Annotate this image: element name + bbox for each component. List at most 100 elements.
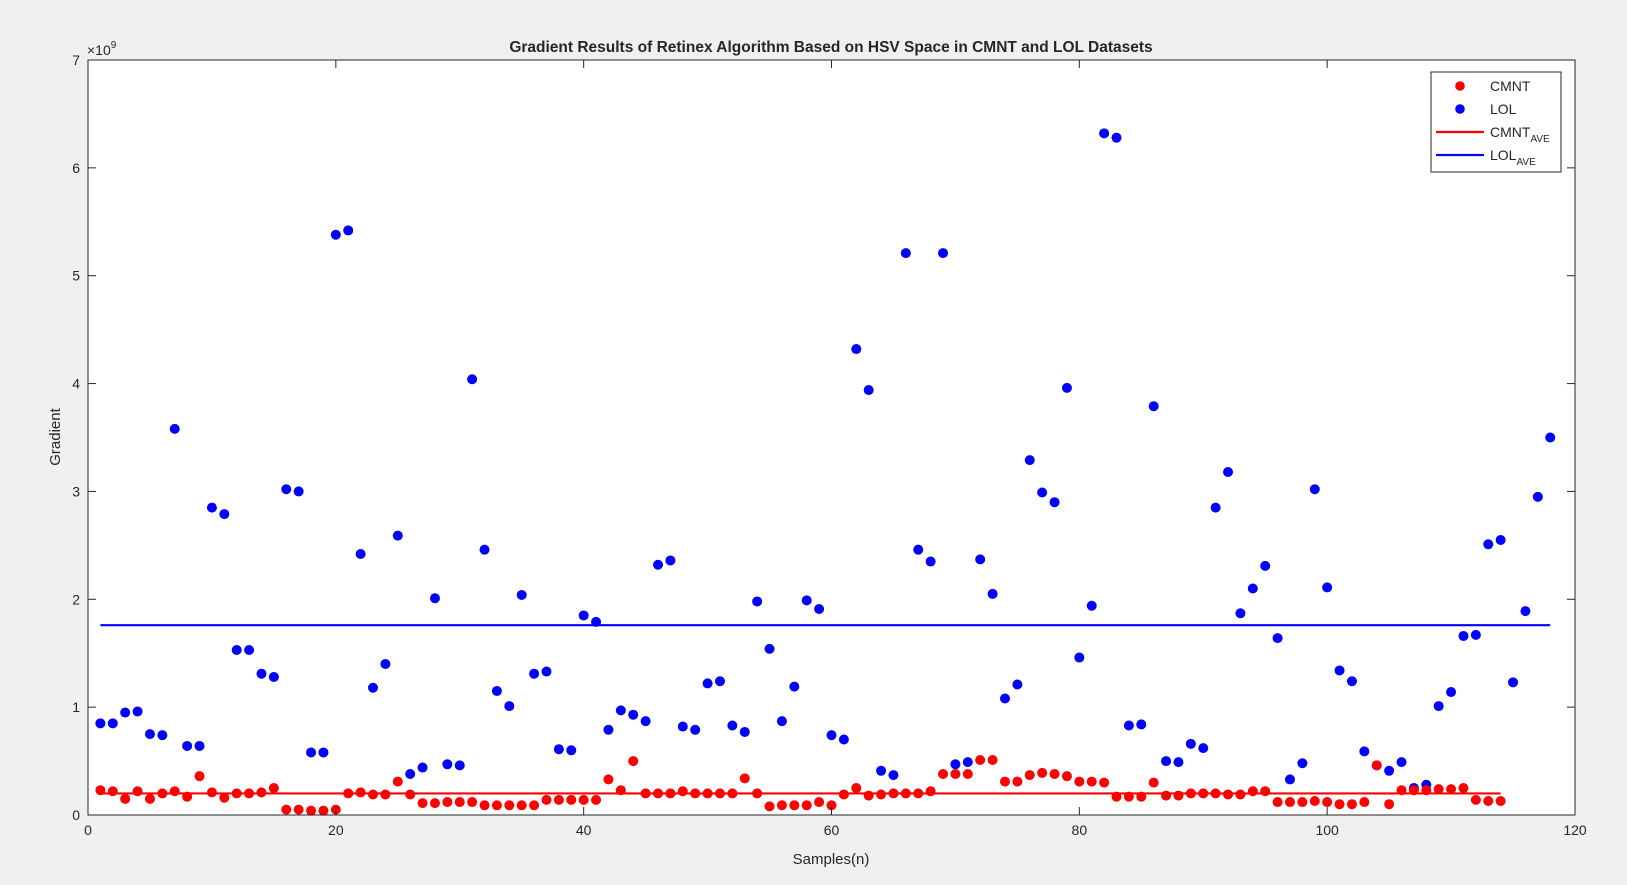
data-point-cmnt xyxy=(925,786,936,797)
data-point-lol xyxy=(194,740,205,751)
data-point-lol xyxy=(1185,738,1196,749)
data-point-lol xyxy=(640,716,651,727)
data-point-cmnt xyxy=(454,797,465,808)
data-point-lol xyxy=(690,724,701,735)
data-point-lol xyxy=(938,248,949,259)
data-point-cmnt xyxy=(1322,797,1333,808)
data-point-cmnt xyxy=(1470,794,1481,805)
data-point-lol xyxy=(479,544,490,555)
data-point-cmnt xyxy=(169,786,180,797)
data-point-lol xyxy=(244,644,255,655)
data-point-lol xyxy=(1508,677,1519,688)
data-point-lol xyxy=(851,344,862,355)
data-point-lol xyxy=(454,760,465,771)
x-tick-label: 100 xyxy=(1315,822,1339,838)
data-point-cmnt xyxy=(628,756,639,767)
data-point-cmnt xyxy=(1049,769,1060,780)
data-point-cmnt xyxy=(429,798,440,809)
data-point-lol xyxy=(653,559,664,570)
data-point-lol xyxy=(876,765,887,776)
data-point-lol xyxy=(405,769,416,780)
data-point-lol xyxy=(1532,491,1543,502)
data-point-cmnt xyxy=(962,769,973,780)
data-point-cmnt xyxy=(987,754,998,765)
data-point-lol xyxy=(863,385,874,396)
data-point-lol xyxy=(925,556,936,567)
data-point-lol xyxy=(268,671,279,682)
data-point-cmnt xyxy=(1272,797,1283,808)
data-point-lol xyxy=(1297,758,1308,769)
data-point-lol xyxy=(169,423,180,434)
x-tick-label: 0 xyxy=(84,822,92,838)
data-point-cmnt xyxy=(318,805,329,816)
data-point-lol xyxy=(1235,608,1246,619)
data-point-cmnt xyxy=(1086,776,1097,787)
data-point-cmnt xyxy=(814,797,825,808)
chart-title: Gradient Results of Retinex Algorithm Ba… xyxy=(509,39,1152,56)
data-point-lol xyxy=(1384,765,1395,776)
data-point-cmnt xyxy=(132,786,143,797)
data-point-lol xyxy=(615,705,626,716)
x-axis-label: Samples(n) xyxy=(793,851,870,868)
data-point-cmnt xyxy=(739,773,750,784)
data-point-cmnt xyxy=(1024,770,1035,781)
data-point-cmnt xyxy=(1173,790,1184,801)
data-point-cmnt xyxy=(1346,799,1357,810)
data-point-lol xyxy=(838,734,849,745)
data-point-cmnt xyxy=(1359,797,1370,808)
data-point-cmnt xyxy=(293,804,304,815)
data-point-lol xyxy=(913,544,924,555)
plot-area xyxy=(88,60,1575,815)
data-point-cmnt xyxy=(541,794,552,805)
data-point-cmnt xyxy=(851,783,862,794)
data-point-lol xyxy=(1099,128,1110,139)
data-point-lol xyxy=(1495,534,1506,545)
data-point-lol xyxy=(516,589,527,600)
data-point-cmnt xyxy=(975,754,986,765)
data-point-lol xyxy=(132,706,143,717)
data-point-lol xyxy=(1260,560,1271,571)
data-point-lol xyxy=(578,610,589,621)
data-point-cmnt xyxy=(591,794,602,805)
data-point-lol xyxy=(1049,497,1060,508)
data-point-cmnt xyxy=(1099,777,1110,788)
data-point-lol xyxy=(392,530,403,541)
data-point-lol xyxy=(157,730,168,741)
data-point-lol xyxy=(1223,467,1234,478)
data-point-lol xyxy=(1470,629,1481,640)
data-point-lol xyxy=(1210,502,1221,513)
data-point-lol xyxy=(368,682,379,693)
data-point-lol xyxy=(491,685,502,696)
data-point-lol xyxy=(727,720,738,731)
data-point-lol xyxy=(442,759,453,770)
data-point-lol xyxy=(1433,701,1444,712)
y-exponent-label: ×109 xyxy=(87,40,117,58)
data-point-lol xyxy=(628,709,639,720)
data-point-lol xyxy=(1309,484,1320,495)
data-point-lol xyxy=(318,747,329,758)
data-point-lol xyxy=(219,509,230,520)
data-point-lol xyxy=(999,693,1010,704)
data-point-lol xyxy=(900,248,911,259)
data-point-lol xyxy=(950,759,961,770)
data-point-lol xyxy=(702,678,713,689)
x-tick-label: 80 xyxy=(1072,822,1088,838)
data-point-lol xyxy=(1061,382,1072,393)
data-point-lol xyxy=(714,676,725,687)
data-point-lol xyxy=(752,596,763,607)
data-point-cmnt xyxy=(677,786,688,797)
data-point-cmnt xyxy=(1247,786,1258,797)
data-point-cmnt xyxy=(281,804,292,815)
y-tick-label: 3 xyxy=(72,483,80,499)
data-point-lol xyxy=(1284,774,1295,785)
data-point-lol xyxy=(95,718,106,729)
legend-label: CMNTAVE xyxy=(1490,124,1550,145)
data-point-lol xyxy=(1086,600,1097,611)
data-point-cmnt xyxy=(1061,771,1072,782)
data-point-cmnt xyxy=(1458,783,1469,794)
data-point-lol xyxy=(281,484,292,495)
data-point-lol xyxy=(529,668,540,679)
data-point-lol xyxy=(1123,720,1134,731)
data-point-lol xyxy=(739,726,750,737)
